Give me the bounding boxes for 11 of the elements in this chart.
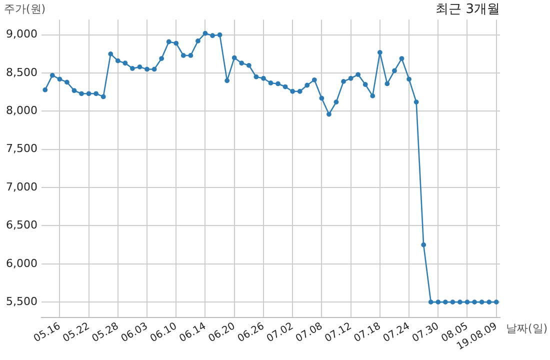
y-tick-label: 6,000 — [6, 256, 38, 270]
x-axis-title: 날짜(일) — [506, 322, 548, 336]
y-tick-label: 5,500 — [6, 294, 38, 308]
y-tick-label: 7,500 — [6, 142, 38, 156]
y-tick-label: 9,000 — [6, 28, 38, 41]
y-axis-title: 주가(원) — [4, 2, 46, 16]
y-tick-label: 8,500 — [6, 66, 38, 79]
y-tick-label: 6,500 — [6, 218, 38, 232]
chart-title: 최근 3개월 — [436, 2, 500, 18]
y-tick-label: 7,000 — [6, 180, 38, 194]
y-tick-label: 8,000 — [6, 104, 38, 118]
